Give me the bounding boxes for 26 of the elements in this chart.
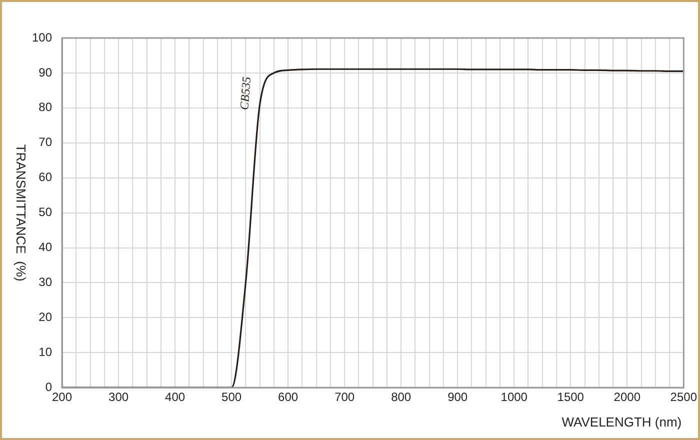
x-tick-label: 900 xyxy=(448,390,468,404)
y-tick-label: 30 xyxy=(38,275,52,290)
y-tick-label: 70 xyxy=(38,135,52,150)
x-tick-label: 200 xyxy=(52,390,72,404)
y-tick-label: 40 xyxy=(38,240,52,254)
y-tick-label: 100 xyxy=(32,30,52,44)
x-axis-title: WAVELENGTH (nm) xyxy=(562,414,682,430)
y-tick-label: 80 xyxy=(38,100,52,114)
x-tick-label: 400 xyxy=(165,390,186,404)
x-tick-label: 2500 xyxy=(670,390,698,404)
y-tick-label: 20 xyxy=(38,310,52,324)
y-tick-label: 0 xyxy=(45,380,52,394)
y-tick-label: 10 xyxy=(38,344,52,359)
x-tick-label: 500 xyxy=(222,390,242,404)
y-tick-label: 60 xyxy=(38,170,52,184)
x-tick-label: 700 xyxy=(334,390,355,404)
x-tick-label: 800 xyxy=(391,390,412,404)
y-axis-title: TRANSMITTANCE (%) xyxy=(13,144,28,282)
y-tick-label: 90 xyxy=(38,65,52,80)
x-tick-label: 1500 xyxy=(557,390,584,404)
x-tick-label: 300 xyxy=(108,390,129,404)
x-tick-label: 600 xyxy=(278,390,298,404)
x-tick-label: 1000 xyxy=(500,390,528,404)
x-tick-label: 2000 xyxy=(614,390,641,404)
y-tick-label: 50 xyxy=(38,205,52,220)
text: CB535 xyxy=(237,76,254,110)
